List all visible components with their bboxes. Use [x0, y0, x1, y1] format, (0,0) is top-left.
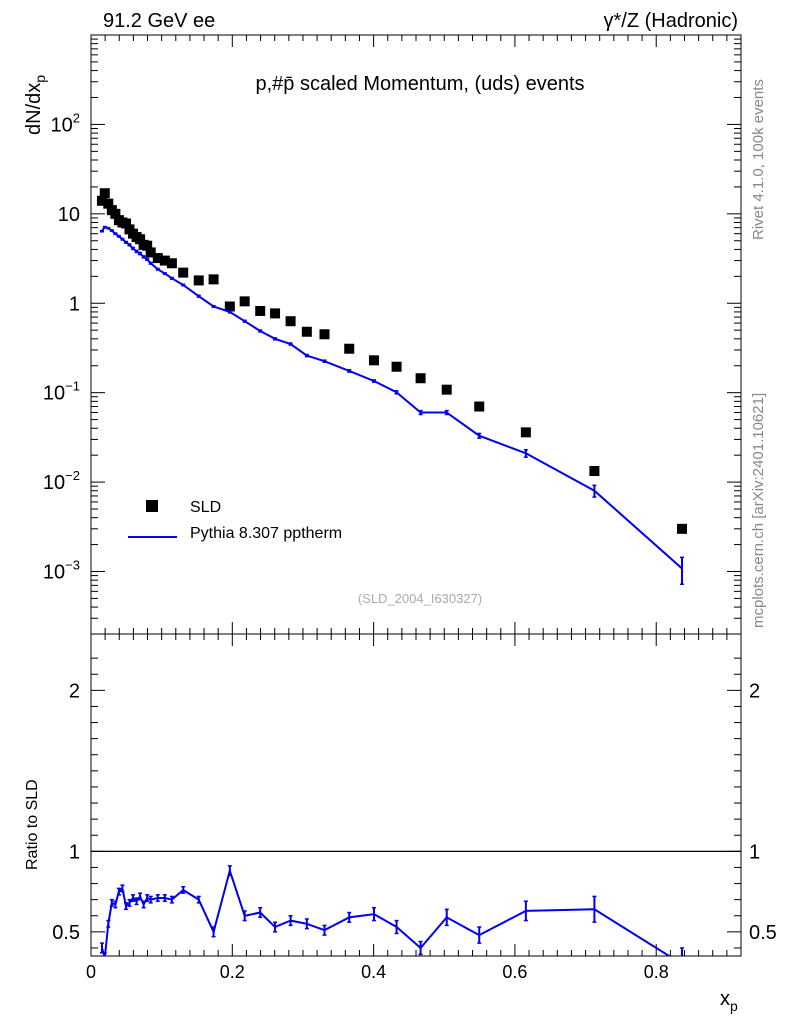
ratio-tick-label: 0.5: [52, 922, 80, 944]
reference-label: (SLD_2004_I630327): [358, 591, 482, 606]
y-tick-label: 10: [58, 204, 80, 226]
sld-point: [96, 195, 107, 206]
sld-point: [344, 343, 355, 354]
sld-point: [368, 355, 379, 366]
sld-point: [239, 296, 250, 307]
sld-point: [193, 275, 204, 286]
sld-point: [99, 188, 110, 199]
sld-point: [520, 427, 531, 438]
ratio-tick-label: 2: [69, 680, 80, 702]
sld-point: [120, 218, 131, 229]
sld-point: [270, 308, 281, 319]
x-tick-label: 0.6: [502, 962, 527, 982]
sld-point: [474, 401, 485, 412]
main-plot-frame: [90, 34, 742, 635]
sld-point: [110, 208, 121, 219]
y-tick-label: 10−1: [43, 379, 80, 405]
sld-point: [208, 274, 219, 285]
sld-point: [103, 198, 114, 209]
mcplots-label: mcplots.cern.ch [arXiv:2401.10621]: [750, 393, 767, 628]
x-axis-label: xp: [720, 988, 738, 1014]
legend-marker-sld: [146, 500, 158, 512]
sld-point: [677, 523, 688, 534]
sld-point: [391, 361, 402, 372]
sld-point: [135, 234, 146, 245]
ratio-tick-label-right: 2: [749, 680, 760, 702]
sld-point: [285, 316, 296, 327]
sld-point: [255, 305, 266, 316]
main-marks: [96, 188, 688, 586]
sld-point: [319, 329, 330, 340]
y-tick-label: 102: [51, 110, 80, 136]
ratio-marks: [99, 865, 685, 956]
sld-point: [224, 301, 235, 312]
ratio-tick-label-right: 1: [749, 841, 760, 863]
legend-label-sld: SLD: [190, 499, 221, 516]
ratio-y-axis-label: Ratio to SLD: [24, 779, 41, 870]
plot-title: p,#p̄ scaled Momentum, (uds) events: [255, 73, 584, 95]
ratio-tick-label: 1: [69, 841, 80, 863]
sld-point: [159, 255, 170, 266]
y-tick-label: 1: [69, 293, 80, 315]
ratio-tick-label-right: 0.5: [749, 922, 777, 944]
data-marks: [96, 188, 688, 956]
pythia-line: [101, 225, 683, 570]
sld-point: [415, 373, 426, 384]
sld-point: [589, 466, 600, 477]
x-tick-label: 0.2: [220, 962, 245, 982]
sld-point: [145, 247, 156, 258]
x-tick-label: 0: [86, 962, 96, 982]
sld-point: [142, 240, 153, 251]
x-tick-label: 0.4: [361, 962, 386, 982]
y-tick-label: 10−3: [43, 558, 80, 584]
header-right: γ*/Z (Hadronic): [604, 10, 738, 32]
sld-point: [178, 267, 189, 278]
y-axis-label: dN/dxp: [23, 75, 48, 135]
ratio-plot-frame: [90, 633, 742, 957]
header-left: 91.2 GeV ee: [103, 10, 215, 32]
sld-point: [152, 253, 163, 264]
legend-label-pythia: Pythia 8.307 pptherm: [190, 525, 342, 542]
x-tick-label: 0.8: [644, 962, 669, 982]
sld-point: [441, 384, 452, 395]
sld-point: [301, 326, 312, 337]
sld-point: [166, 258, 177, 269]
rivet-label: Rivet 4.1.0, 100k events: [750, 79, 767, 240]
y-tick-label: 10−2: [43, 468, 80, 494]
